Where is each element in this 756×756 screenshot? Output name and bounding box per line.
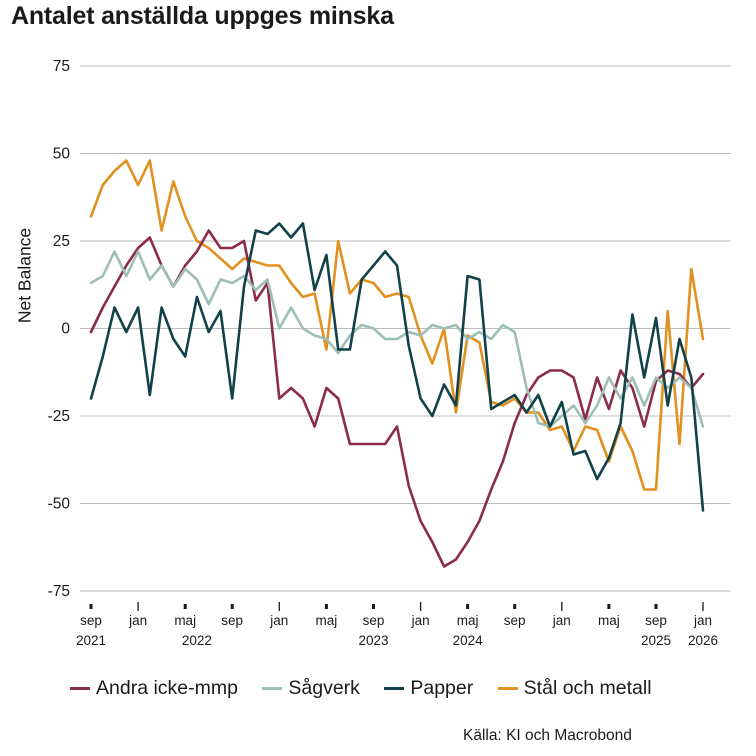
svg-text:75: 75	[53, 58, 70, 75]
svg-text:2021: 2021	[76, 633, 106, 648]
svg-text:-25: -25	[48, 408, 70, 425]
svg-text:-75: -75	[48, 583, 70, 600]
svg-text:-50: -50	[48, 496, 71, 513]
svg-text:sep: sep	[645, 613, 667, 628]
svg-text:sep: sep	[80, 613, 102, 628]
svg-text:sep: sep	[221, 613, 243, 628]
svg-text:jan: jan	[269, 613, 288, 628]
svg-text:2024: 2024	[453, 633, 484, 648]
svg-text:sep: sep	[363, 613, 385, 628]
svg-text:2022: 2022	[182, 633, 212, 648]
svg-text:sep: sep	[504, 613, 526, 628]
svg-text:jan: jan	[552, 613, 571, 628]
svg-text:jan: jan	[411, 613, 430, 628]
svg-text:2025: 2025	[641, 633, 671, 648]
svg-text:maj: maj	[598, 613, 620, 628]
svg-text:jan: jan	[128, 613, 147, 628]
svg-text:25: 25	[53, 233, 70, 250]
svg-text:50: 50	[53, 146, 71, 163]
svg-text:maj: maj	[174, 613, 196, 628]
svg-text:2023: 2023	[358, 633, 388, 648]
svg-text:jan: jan	[693, 613, 712, 628]
svg-text:maj: maj	[316, 613, 338, 628]
svg-text:0: 0	[61, 321, 70, 338]
svg-text:maj: maj	[457, 613, 479, 628]
svg-text:2026: 2026	[688, 633, 718, 648]
